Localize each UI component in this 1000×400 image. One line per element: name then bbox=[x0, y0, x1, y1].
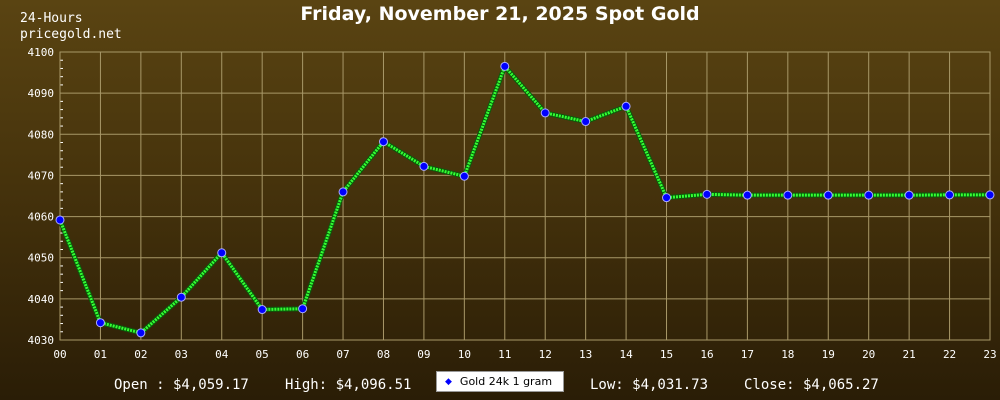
legend: ◆ Gold 24k 1 gram bbox=[436, 371, 564, 392]
data-point bbox=[945, 190, 955, 200]
close-price: Close: $4,065.27 bbox=[744, 377, 879, 393]
data-point bbox=[783, 190, 793, 200]
data-point bbox=[621, 101, 631, 111]
x-tick-label: 19 bbox=[822, 348, 835, 361]
data-point bbox=[257, 305, 267, 315]
data-point bbox=[904, 190, 914, 200]
x-tick-label: 22 bbox=[943, 348, 956, 361]
data-point bbox=[459, 171, 469, 181]
data-point bbox=[55, 215, 65, 225]
data-point bbox=[298, 304, 308, 314]
x-tick-label: 16 bbox=[700, 348, 713, 361]
data-point bbox=[378, 137, 388, 147]
x-tick-label: 05 bbox=[256, 348, 269, 361]
y-tick-label: 4040 bbox=[28, 293, 55, 306]
x-tick-label: 06 bbox=[296, 348, 309, 361]
data-point bbox=[702, 189, 712, 199]
x-tick-label: 02 bbox=[134, 348, 147, 361]
data-point bbox=[136, 328, 146, 338]
site-label: pricegold.net bbox=[20, 27, 122, 42]
data-point bbox=[540, 108, 550, 118]
x-tick-label: 08 bbox=[377, 348, 390, 361]
data-point bbox=[338, 187, 348, 197]
data-point bbox=[95, 318, 105, 328]
series-line-shadow bbox=[57, 63, 990, 336]
legend-marker-icon: ◆ bbox=[445, 376, 452, 387]
y-tick-label: 4070 bbox=[28, 169, 55, 182]
x-tick-label: 11 bbox=[498, 348, 511, 361]
high-price: High: $4,096.51 bbox=[285, 377, 412, 393]
y-tick-label: 4080 bbox=[28, 128, 55, 141]
data-point bbox=[742, 190, 752, 200]
data-point bbox=[176, 292, 186, 302]
x-tick-label: 23 bbox=[983, 348, 996, 361]
x-tick-label: 14 bbox=[619, 348, 633, 361]
data-point bbox=[500, 61, 510, 71]
x-tick-label: 12 bbox=[539, 348, 552, 361]
data-point bbox=[581, 117, 591, 127]
x-tick-label: 00 bbox=[53, 348, 66, 361]
y-tick-label: 4090 bbox=[28, 87, 55, 100]
chart-title: Friday, November 21, 2025 Spot Gold bbox=[300, 3, 700, 25]
x-tick-label: 20 bbox=[862, 348, 875, 361]
y-tick-label: 4060 bbox=[28, 211, 55, 224]
x-tick-label: 01 bbox=[94, 348, 107, 361]
y-tick-label: 4100 bbox=[28, 46, 55, 59]
data-point bbox=[864, 190, 874, 200]
x-tick-label: 15 bbox=[660, 348, 673, 361]
data-point bbox=[823, 190, 833, 200]
x-tick-label: 18 bbox=[781, 348, 794, 361]
data-point bbox=[662, 193, 672, 203]
y-tick-label: 4030 bbox=[28, 334, 55, 347]
x-tick-label: 09 bbox=[417, 348, 430, 361]
x-tick-label: 10 bbox=[458, 348, 471, 361]
x-tick-label: 03 bbox=[175, 348, 188, 361]
data-point bbox=[217, 248, 227, 258]
data-point bbox=[985, 190, 995, 200]
data-point bbox=[419, 161, 429, 171]
y-tick-label: 4050 bbox=[28, 252, 55, 265]
series-line bbox=[58, 64, 990, 335]
x-tick-label: 04 bbox=[215, 348, 229, 361]
x-tick-label: 21 bbox=[903, 348, 916, 361]
x-tick-label: 13 bbox=[579, 348, 592, 361]
x-tick-label: 07 bbox=[336, 348, 349, 361]
legend-label: Gold 24k 1 gram bbox=[459, 375, 553, 388]
x-tick-label: 17 bbox=[741, 348, 754, 361]
low-price: Low: $4,031.73 bbox=[590, 377, 709, 393]
open-price: Open : $4,059.17 bbox=[114, 377, 249, 393]
period-label: 24-Hours bbox=[20, 11, 83, 26]
